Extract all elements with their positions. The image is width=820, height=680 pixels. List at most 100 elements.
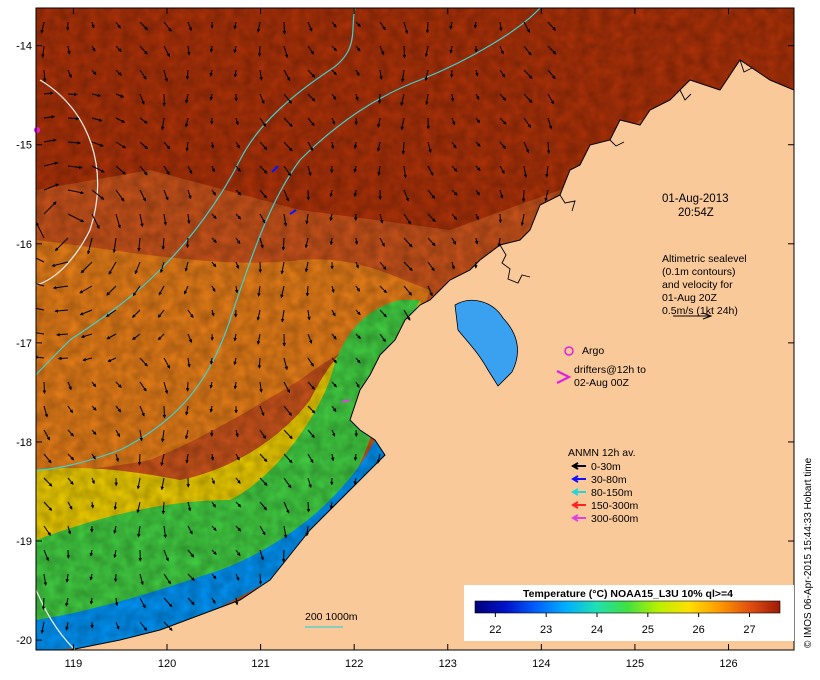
velocity-arrow: [355, 333, 361, 340]
velocity-arrow: [115, 453, 119, 462]
velocity-arrow: [67, 405, 74, 414]
velocity-arrow: [449, 45, 453, 54]
velocity-arrow: [425, 93, 429, 106]
velocity-arrow: [235, 213, 242, 220]
velocity-arrow: [209, 405, 214, 413]
velocity-arrow: [91, 117, 103, 122]
velocity-arrow: [499, 141, 506, 150]
velocity-arrow: [379, 285, 387, 294]
colorbar-tick-label: 27: [743, 624, 755, 636]
velocity-arrow: [36, 257, 45, 263]
velocity-arrow: [157, 333, 165, 341]
velocity-arrow: [427, 141, 432, 153]
velocity-arrow: [427, 165, 434, 176]
velocity-arrow: [451, 189, 458, 196]
velocity-arrow: [43, 405, 48, 418]
velocity-arrow: [36, 331, 45, 335]
velocity-arrow: [235, 141, 240, 149]
velocity-arrow: [520, 213, 525, 226]
scale-arrow-head: [702, 312, 713, 320]
velocity-arrow: [354, 237, 359, 245]
colorbar-ramp: [474, 600, 781, 614]
velocity-arrow: [331, 429, 336, 437]
velocity-arrow: [234, 285, 239, 294]
velocity-arrow: [184, 117, 189, 128]
y-tick-label: -16: [16, 239, 32, 251]
velocity-arrow: [544, 189, 549, 202]
velocity-arrow: [67, 165, 83, 170]
velocity-arrow: [211, 261, 217, 268]
velocity-arrow: [257, 357, 262, 369]
velocity-arrow: [499, 93, 507, 101]
velocity-arrow: [329, 189, 333, 198]
velocity-arrow: [523, 141, 530, 154]
velocity-arrow: [139, 141, 149, 150]
velocity-arrow: [259, 141, 268, 151]
velocity-arrow: [210, 453, 215, 461]
colorbar-tick-label: 24: [591, 624, 603, 636]
velocity-arrow: [139, 621, 148, 632]
velocity-arrow: [282, 21, 287, 35]
velocity-arrow: [211, 525, 217, 532]
velocity-arrow: [79, 285, 93, 294]
velocity-arrow: [304, 237, 309, 249]
velocity-arrow: [67, 525, 72, 535]
velocity-arrow: [184, 261, 189, 272]
velocity-arrow: [43, 549, 49, 562]
velocity-arrow: [115, 621, 120, 630]
velocity-arrow: [424, 45, 429, 58]
velocity-arrow: [139, 573, 144, 586]
anmn-legend-arrowhead: [571, 514, 579, 522]
velocity-arrow: [377, 165, 381, 176]
velocity-arrow: [547, 93, 555, 105]
velocity-arrow: [547, 117, 553, 130]
altimetry-note: Altimetric sealevel (0.1m contours) and …: [662, 253, 747, 320]
anmn-marker-mid: [289, 209, 297, 215]
velocity-arrow: [379, 309, 387, 318]
anmn-legend-label: 150-300m: [591, 500, 639, 512]
velocity-arrow: [259, 117, 267, 127]
velocity-arrow: [67, 501, 73, 510]
velocity-arrow: [475, 213, 479, 221]
velocity-arrow: [258, 573, 263, 585]
velocity-arrow: [283, 453, 293, 464]
velocity-arrow: [163, 573, 172, 585]
velocity-arrow: [163, 45, 170, 58]
velocity-arrow: [41, 45, 45, 58]
velocity-arrow: [187, 45, 191, 56]
velocity-arrow: [259, 69, 263, 81]
anmn-legend-label: 30-80m: [591, 474, 627, 486]
velocity-arrow: [259, 429, 267, 439]
x-tick-label: 126: [719, 658, 737, 670]
velocity-arrow: [187, 573, 195, 581]
velocity-arrow: [115, 117, 126, 123]
velocity-arrow: [67, 45, 71, 55]
velocity-arrow: [283, 381, 291, 394]
velocity-arrow: [89, 573, 93, 581]
velocity-arrow: [162, 405, 167, 419]
velocity-arrow: [331, 21, 337, 28]
velocity-arrow: [235, 117, 239, 126]
velocity-arrow: [259, 549, 264, 561]
velocity-arrow: [307, 69, 316, 78]
velocity-arrow: [89, 549, 94, 557]
velocity-arrow: [307, 453, 314, 464]
velocity-arrow: [235, 525, 242, 532]
velocity-arrow: [161, 429, 165, 443]
velocity-arrow: [259, 381, 263, 393]
velocity-arrow: [307, 117, 315, 127]
velocity-arrow: [233, 333, 237, 342]
velocity-arrow: [451, 165, 458, 172]
velocity-arrow: [185, 237, 190, 249]
velocity-arrow: [427, 261, 435, 272]
velocity-arrow: [115, 69, 122, 76]
velocity-arrow: [163, 597, 173, 608]
plot-area: [36, 8, 794, 650]
velocity-arrow: [379, 69, 383, 80]
anmn-legend: ANMN 12h av. 0-30m30-80m80-150m150-300m3…: [568, 447, 639, 525]
velocity-arrow: [403, 189, 409, 202]
velocity-arrow: [184, 429, 189, 440]
plot-frame: [35, 7, 795, 651]
velocity-arrow: [91, 381, 97, 388]
x-tick-label: 124: [532, 658, 550, 670]
